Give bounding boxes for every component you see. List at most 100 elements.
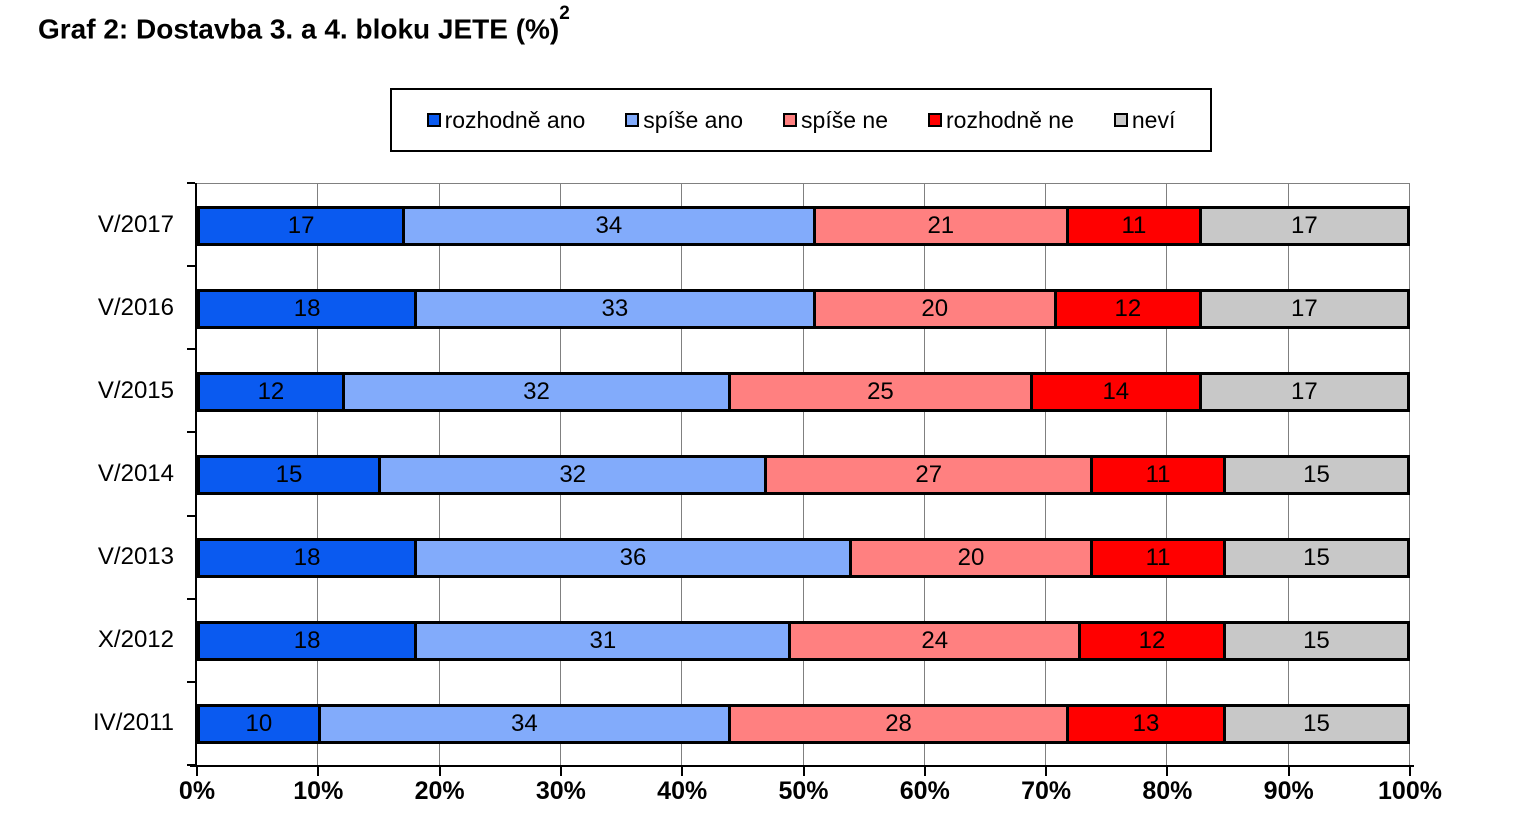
bar-segment: 11 xyxy=(1093,541,1226,576)
x-axis-tick xyxy=(1166,767,1169,776)
bar-row: 18 36 20 11 15 xyxy=(197,538,1410,579)
bar-value-label: 24 xyxy=(921,627,949,655)
bar-segment: 17 xyxy=(1201,208,1407,243)
bar-value-label: 21 xyxy=(927,211,955,239)
bar-segment: 12 xyxy=(1056,291,1202,326)
plot-area: 17 34 21 11 17 18 33 20 12 17 12 32 25 14 17 15 32 27 11 15… xyxy=(197,183,1410,765)
bar-segment: 34 xyxy=(405,208,816,243)
bar-value-label: 12 xyxy=(257,377,285,405)
y-axis-tick xyxy=(187,265,195,268)
bar-value-label: 25 xyxy=(867,377,894,405)
bar-segment: 17 xyxy=(1201,291,1407,326)
x-axis-tick xyxy=(1045,767,1048,776)
x-axis-tick-label: 60% xyxy=(899,777,950,805)
bar-segment: 18 xyxy=(200,624,418,659)
legend-item: rozhodně ano xyxy=(426,106,586,134)
bar-value-label: 18 xyxy=(293,544,321,572)
bar-row: 18 33 20 12 17 xyxy=(197,288,1410,329)
bar-segment: 15 xyxy=(1225,458,1407,492)
bar-value-label: 20 xyxy=(921,294,949,322)
chart-title: Graf 2: Dostavba 3. a 4. bloku JETE (%)2 xyxy=(38,3,570,45)
legend-color-swatch-icon xyxy=(783,113,798,127)
legend-color-swatch-icon xyxy=(928,113,942,127)
bar-segment: 15 xyxy=(1225,541,1407,576)
category-label: V/2014 xyxy=(97,459,174,487)
category-label: V/2016 xyxy=(97,293,174,321)
bar-segment: 21 xyxy=(815,208,1070,243)
bar-row: 17 34 21 11 17 xyxy=(197,205,1410,246)
bar-row: 15 32 27 11 15 xyxy=(197,455,1410,495)
x-axis-tick xyxy=(923,767,926,776)
x-axis-tick-label: 10% xyxy=(293,777,344,805)
legend-color-swatch-icon xyxy=(1113,113,1128,127)
bar-segment: 10 xyxy=(200,707,321,742)
bar-value-label: 32 xyxy=(523,377,550,405)
y-axis-tick xyxy=(187,514,195,517)
legend-label: spíše ne xyxy=(801,106,888,133)
bar-value-label: 36 xyxy=(619,544,647,572)
x-axis-tick-label: 0% xyxy=(178,777,216,805)
bar-segment: 17 xyxy=(200,208,406,243)
bar-value-label: 20 xyxy=(957,544,985,572)
bar-segment: 14 xyxy=(1032,374,1202,409)
y-axis-tick xyxy=(187,764,195,766)
legend-label: neví xyxy=(1131,106,1176,133)
bar-value-label: 11 xyxy=(1145,544,1171,572)
bar-segment: 24 xyxy=(791,624,1082,659)
x-axis-tick xyxy=(196,767,198,776)
legend-color-swatch-icon xyxy=(426,113,441,127)
x-axis-tick xyxy=(1287,767,1290,776)
bar-value-label: 34 xyxy=(595,211,623,239)
x-axis-tick-label: 100% xyxy=(1378,777,1442,805)
bar-segment: 13 xyxy=(1069,707,1226,742)
bar-segment: 34 xyxy=(320,707,732,742)
legend-label: spíše ano xyxy=(643,106,744,133)
chart-title-text: Graf 2: Dostavba 3. a 4. bloku JETE (%) xyxy=(38,13,560,45)
legend-item: spíše ano xyxy=(625,107,743,134)
bar-value-label: 27 xyxy=(915,461,943,488)
chart-title-superscript: 2 xyxy=(559,3,570,24)
bar-segment: 27 xyxy=(767,458,1094,492)
legend-item: spíše ne xyxy=(783,107,888,134)
legend-label: rozhodně ano xyxy=(444,106,586,133)
y-axis-tick xyxy=(187,431,195,434)
bar-value-label: 28 xyxy=(885,710,912,738)
x-axis-tick-label: 90% xyxy=(1263,777,1314,805)
x-axis-tick xyxy=(559,767,562,776)
bar-segment: 18 xyxy=(200,291,418,326)
bar-value-label: 17 xyxy=(1291,294,1318,322)
bar-value-label: 17 xyxy=(287,211,315,239)
legend-color-swatch-icon xyxy=(625,113,640,127)
legend-label: rozhodně ne xyxy=(946,106,1074,133)
bar-segment: 33 xyxy=(417,291,816,326)
bar-value-label: 18 xyxy=(293,627,321,655)
bar-value-label: 15 xyxy=(275,461,303,488)
bar-value-label: 15 xyxy=(1303,461,1330,488)
bar-value-label: 18 xyxy=(293,294,321,322)
bar-segment: 20 xyxy=(851,541,1094,576)
bar-value-label: 32 xyxy=(559,461,587,488)
bar-value-label: 10 xyxy=(245,710,273,738)
bar-segment: 12 xyxy=(200,374,345,409)
bar-value-label: 17 xyxy=(1291,211,1318,239)
bar-value-label: 15 xyxy=(1303,544,1330,572)
x-axis-line xyxy=(190,765,1414,767)
legend-item: rozhodně ne xyxy=(928,107,1074,134)
x-axis-tick xyxy=(681,767,684,776)
bar-segment: 18 xyxy=(200,541,418,576)
x-axis-tick-label: 30% xyxy=(535,777,586,805)
bar-row: 18 31 24 12 15 xyxy=(197,621,1410,662)
bar-value-label: 14 xyxy=(1102,377,1130,405)
x-axis-tick-label: 80% xyxy=(1142,777,1193,805)
bar-segment: 28 xyxy=(731,707,1070,742)
y-axis-category-labels: V/2017 V/2016 V/2015 V/2014 V/2013 X/2012 IV/2… xyxy=(0,183,174,765)
bar-value-label: 11 xyxy=(1121,211,1147,239)
x-axis-tick-label: 40% xyxy=(657,777,708,805)
bar-value-label: 11 xyxy=(1145,461,1171,488)
y-axis-tick xyxy=(187,680,195,683)
y-axis-line xyxy=(195,183,197,767)
bar-segment: 15 xyxy=(1225,624,1407,659)
category-label: X/2012 xyxy=(97,626,174,654)
bar-value-label: 12 xyxy=(1114,294,1142,322)
category-label: V/2015 xyxy=(97,376,174,404)
